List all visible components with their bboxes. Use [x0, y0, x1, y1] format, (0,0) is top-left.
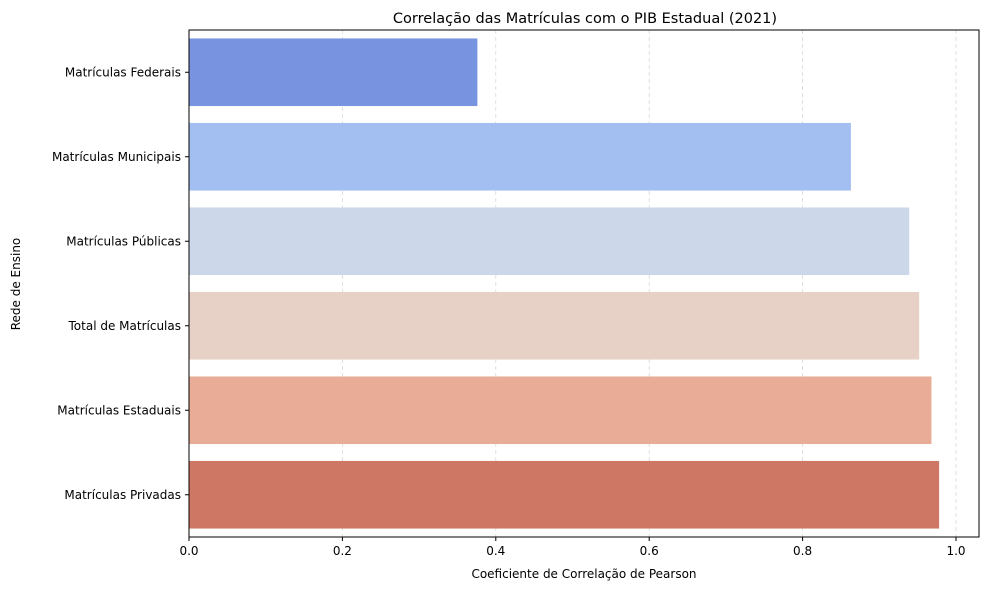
bar [189, 376, 932, 445]
y-axis-ticks: Matrículas Federais Matrículas Municipais… [52, 65, 189, 502]
bar [189, 38, 478, 107]
x-axis-title: Coeficiente de Correlação de Pearson [471, 567, 696, 581]
x-tick-label: 1.0 [946, 544, 965, 558]
bar [189, 122, 851, 191]
y-tick-label: Matrículas Municipais [52, 150, 181, 164]
plot-frame [188, 29, 980, 538]
bar [189, 291, 920, 360]
x-tick-label: 0.4 [486, 544, 505, 558]
y-tick-label: Matrículas Públicas [66, 234, 181, 248]
y-tick-label: Matrículas Privadas [64, 488, 181, 502]
y-tick-label: Matrículas Estaduais [57, 403, 181, 417]
chart-title: Correlação das Matrículas com o PIB Esta… [393, 11, 777, 27]
x-tick-label: 0.0 [179, 544, 198, 558]
bar [189, 207, 910, 276]
bars [189, 38, 940, 529]
y-tick-label: Total de Matrículas [68, 319, 181, 333]
x-tick-label: 0.2 [333, 544, 352, 558]
x-tick-label: 0.6 [640, 544, 659, 558]
x-tick-label: 0.8 [793, 544, 812, 558]
x-axis-ticks: 0.0 0.2 0.4 0.6 0.8 1.0 [179, 537, 966, 558]
y-axis-title: Rede de Ensino [9, 238, 23, 331]
bar [189, 460, 940, 529]
y-tick-label: Matrículas Federais [65, 65, 181, 79]
